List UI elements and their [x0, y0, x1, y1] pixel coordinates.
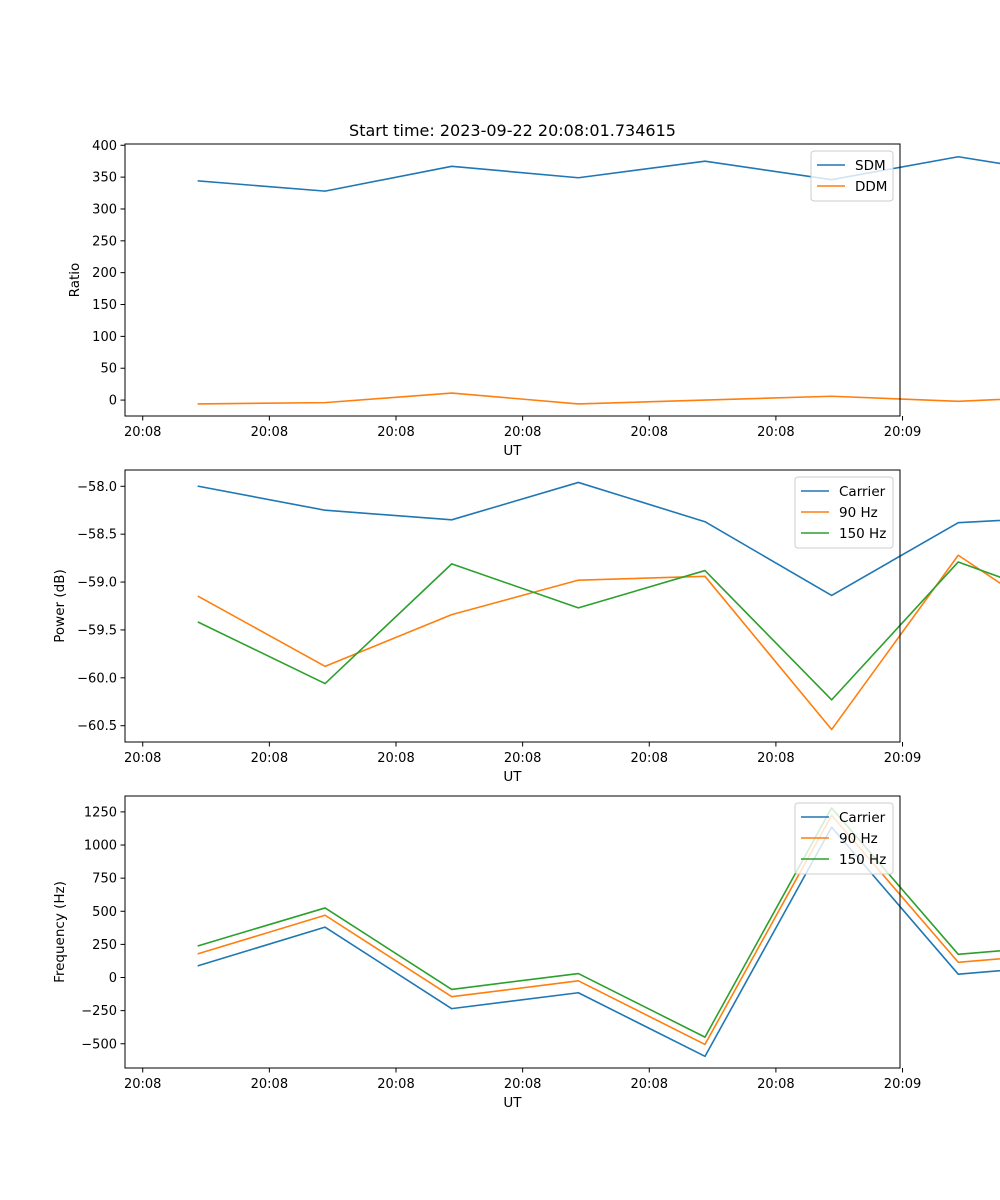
x-tick-label: 20:08 [251, 1077, 288, 1092]
x-tick-label: 20:08 [631, 425, 668, 440]
y-tick-label: 300 [92, 202, 117, 217]
y-tick-label: −58.5 [77, 528, 117, 543]
series-line-90-hz [197, 814, 1000, 1046]
legend-label: DDM [855, 179, 887, 195]
legend: Carrier 90 Hz 150 Hz [794, 802, 894, 875]
chart-panel-2: 20:08 20:08 20:08 20:08 20:08 20:08 20:09 −60.5… [52, 469, 1000, 785]
series-line-150-hz [197, 807, 1000, 1038]
legend-label: 90 Hz [839, 505, 878, 521]
legend-box [794, 802, 894, 875]
x-axis-label: UT [503, 1095, 522, 1111]
legend-label: Carrier [839, 484, 886, 500]
y-tick-label: 750 [92, 872, 117, 887]
legend-label: Carrier [839, 810, 886, 826]
x-tick-label: 20:08 [631, 751, 668, 766]
x-tick-label: 20:08 [631, 1077, 668, 1092]
y-tick-label: −250 [81, 1004, 117, 1019]
legend-label: 150 Hz [839, 852, 886, 868]
x-tick-label: 20:08 [124, 425, 161, 440]
series-line-ddm [197, 392, 1000, 405]
legend: Carrier 90 Hz 150 Hz [794, 476, 894, 549]
x-tick-label: 20:09 [884, 751, 921, 766]
y-tick-label: −59.5 [77, 623, 117, 638]
x-tick-label: 20:08 [251, 425, 288, 440]
x-tick-label: 20:08 [757, 751, 794, 766]
legend-box [794, 476, 894, 549]
x-tick-label: 20:08 [377, 1077, 414, 1092]
y-tick-label: 250 [92, 234, 117, 249]
y-tick-label: −58.0 [77, 480, 117, 495]
x-tick-label: 20:08 [251, 751, 288, 766]
legend-label: 150 Hz [839, 526, 886, 542]
y-tick-label: 200 [92, 266, 117, 281]
y-axis-label: Frequency (Hz) [52, 881, 68, 983]
y-tick-label: −60.0 [77, 671, 117, 686]
chart-panel-3: 20:08 20:08 20:08 20:08 20:08 20:08 20:09 −500 −… [52, 795, 1000, 1111]
x-tick-label: 20:08 [124, 751, 161, 766]
x-tick-label: 20:08 [504, 425, 541, 440]
series-line-carrier [197, 826, 1000, 1058]
y-tick-label: 250 [92, 938, 117, 953]
series-line-150-hz [197, 561, 1000, 701]
chart-panel-1: 20:08 20:08 20:08 20:08 20:08 20:08 20:09 0 50 10… [67, 139, 1000, 459]
y-axis-label: Power (dB) [52, 569, 68, 642]
y-axis-label: Ratio [67, 263, 83, 298]
legend-box [810, 150, 894, 202]
x-tick-label: 20:09 [884, 1077, 921, 1092]
series-line-90-hz [197, 554, 1000, 731]
series-line-sdm [197, 155, 1000, 192]
x-axis-label: UT [503, 443, 522, 459]
y-tick-label: 500 [92, 905, 117, 920]
y-tick-label: −60.5 [77, 719, 117, 734]
x-tick-label: 20:08 [377, 751, 414, 766]
x-tick-label: 20:08 [504, 1077, 541, 1092]
y-tick-label: 350 [92, 171, 117, 186]
x-tick-label: 20:08 [757, 1077, 794, 1092]
y-tick-label: 0 [109, 394, 117, 409]
y-tick-label: −59.0 [77, 576, 117, 591]
x-tick-label: 20:08 [504, 751, 541, 766]
y-tick-label: 100 [92, 330, 117, 345]
x-tick-label: 20:08 [377, 425, 414, 440]
figure-title: Start time: 2023-09-22 20:08:01.734615 [349, 121, 676, 140]
x-tick-label: 20:08 [757, 425, 794, 440]
y-tick-label: 150 [92, 298, 117, 313]
y-tick-label: 1250 [84, 805, 117, 820]
legend: SDM DDM [810, 150, 894, 202]
legend-label: 90 Hz [839, 831, 878, 847]
x-tick-label: 20:08 [124, 1077, 161, 1092]
y-tick-label: 1000 [84, 839, 117, 854]
x-axis-label: UT [503, 769, 522, 785]
y-tick-label: 0 [109, 971, 117, 986]
y-tick-label: −500 [81, 1037, 117, 1052]
y-tick-label: 50 [100, 362, 117, 377]
plot-frame [124, 143, 901, 417]
legend-label: SDM [855, 158, 886, 174]
series-line-carrier [197, 481, 1000, 597]
plot-frame [124, 469, 901, 743]
y-tick-label: 400 [92, 139, 117, 154]
x-tick-label: 20:09 [884, 425, 921, 440]
plot-frame [124, 795, 901, 1069]
